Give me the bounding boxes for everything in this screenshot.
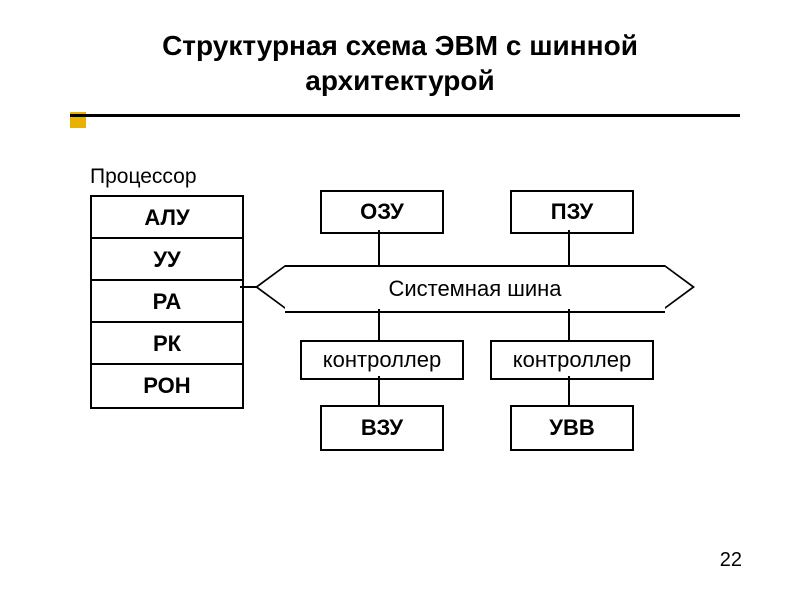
processor-cell-ра: РА bbox=[90, 279, 244, 325]
pzu-box: ПЗУ bbox=[510, 190, 634, 234]
controller-1-box: контроллер bbox=[300, 340, 464, 380]
bus-arrow-right-mask bbox=[665, 267, 692, 307]
connector-5 bbox=[378, 376, 380, 405]
bus-body: Системная шина bbox=[285, 265, 665, 313]
connector-3 bbox=[378, 309, 380, 340]
uvv-label: УВВ bbox=[549, 415, 594, 441]
controller-1-label: контроллер bbox=[323, 347, 441, 373]
vzu-label: ВЗУ bbox=[361, 415, 403, 441]
connector-0 bbox=[378, 230, 380, 265]
processor-cell-рон: РОН bbox=[90, 363, 244, 409]
controller-2-box: контроллер bbox=[490, 340, 654, 380]
processor-cell-алу: АЛУ bbox=[90, 195, 244, 241]
processor-cell-рк: РК bbox=[90, 321, 244, 367]
page-number: 22 bbox=[720, 549, 742, 572]
page-title: Структурная схема ЭВМ с шинной архитекту… bbox=[0, 28, 800, 98]
controller-2-label: контроллер bbox=[513, 347, 631, 373]
connector-2 bbox=[240, 286, 258, 288]
connector-6 bbox=[568, 376, 570, 405]
connector-4 bbox=[568, 309, 570, 340]
ozu-box: ОЗУ bbox=[320, 190, 444, 234]
title-rule bbox=[70, 114, 740, 117]
uvv-box: УВВ bbox=[510, 405, 634, 451]
pzu-label: ПЗУ bbox=[551, 199, 593, 225]
connector-1 bbox=[568, 230, 570, 265]
title-line-1: Структурная схема ЭВМ с шинной bbox=[162, 30, 638, 61]
bus-label: Системная шина bbox=[388, 276, 561, 302]
bus-arrow-left-mask bbox=[258, 267, 285, 307]
processor-label: Процессор bbox=[90, 165, 197, 189]
ozu-label: ОЗУ bbox=[360, 199, 404, 225]
processor-cell-уу: УУ bbox=[90, 237, 244, 283]
vzu-box: ВЗУ bbox=[320, 405, 444, 451]
title-line-2: архитектурой bbox=[305, 65, 494, 96]
